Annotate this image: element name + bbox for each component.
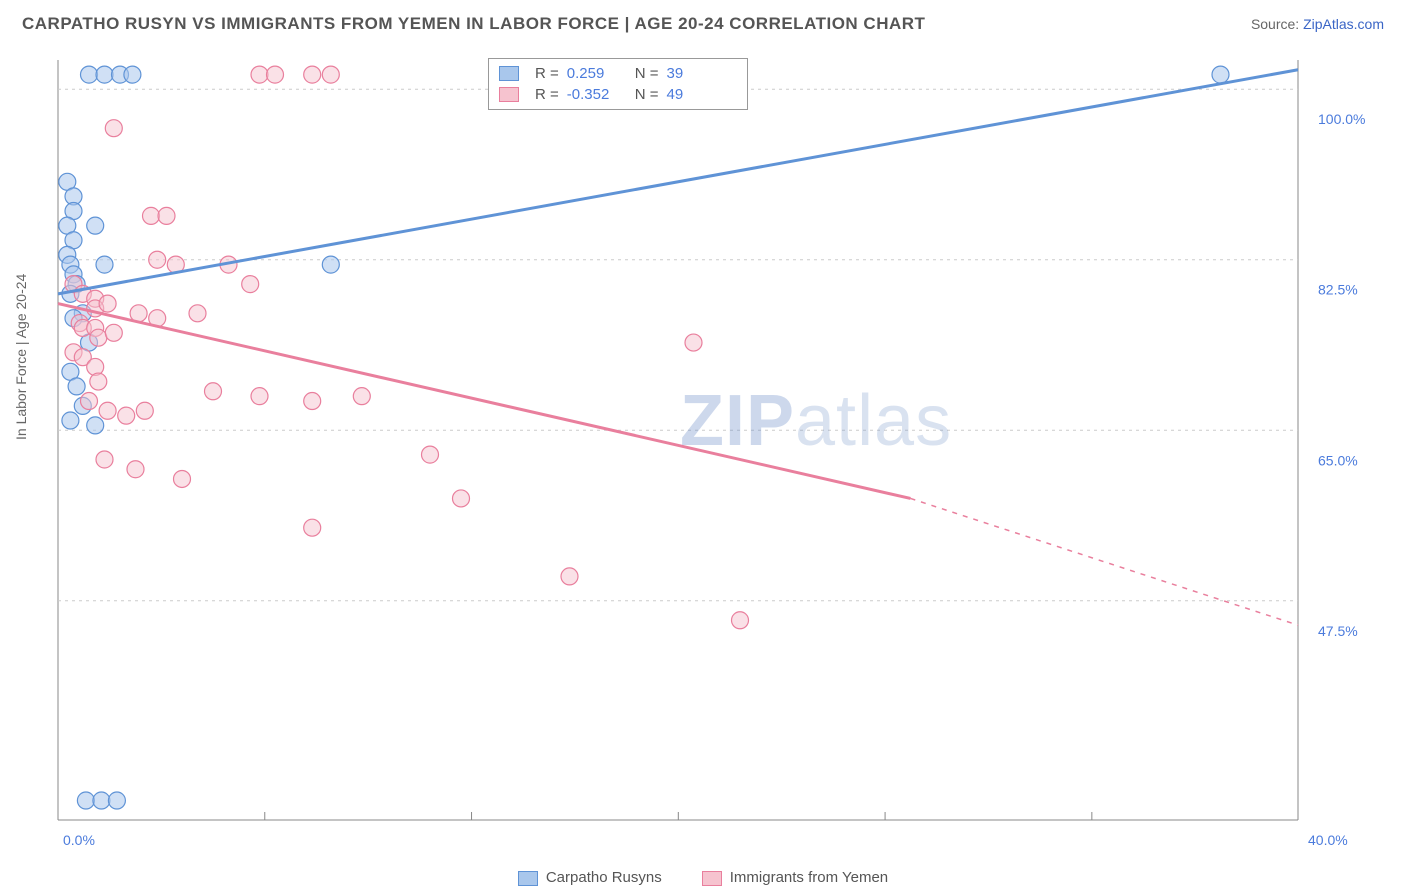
source-label: Source:: [1251, 16, 1299, 32]
correlation-legend: R = 0.259 N = 39 R = -0.352 N = 49: [488, 58, 748, 110]
scatter-point: [96, 256, 113, 273]
scatter-point: [353, 388, 370, 405]
bottom-legend-label: Immigrants from Yemen: [730, 869, 888, 886]
scatter-point: [124, 66, 141, 83]
scatter-point: [62, 412, 79, 429]
scatter-point: [422, 446, 439, 463]
svg-text:82.5%: 82.5%: [1318, 282, 1358, 298]
scatter-point: [68, 378, 85, 395]
legend-n-value: 39: [667, 65, 727, 82]
scatter-point: [81, 393, 98, 410]
scatter-point: [108, 792, 125, 809]
scatter-point: [251, 388, 268, 405]
chart-header: CARPATHO RUSYN VS IMMIGRANTS FROM YEMEN …: [0, 0, 1406, 44]
scatter-point: [561, 568, 578, 585]
scatter-point: [304, 519, 321, 536]
series-legend: Carpatho Rusyns Immigrants from Yemen: [0, 869, 1406, 886]
legend-r-value: 0.259: [567, 65, 627, 82]
bottom-legend-item: Carpatho Rusyns: [518, 869, 662, 886]
scatter-point: [267, 66, 284, 83]
scatter-point: [143, 207, 160, 224]
scatter-point: [251, 66, 268, 83]
trend-line-extension: [911, 498, 1299, 625]
legend-swatch: [518, 871, 538, 886]
scatter-point: [242, 276, 259, 293]
legend-r-value: -0.352: [567, 86, 627, 103]
scatter-point: [99, 402, 116, 419]
scatter-point: [118, 407, 135, 424]
scatter-point: [685, 334, 702, 351]
scatter-point: [96, 451, 113, 468]
svg-text:0.0%: 0.0%: [63, 832, 95, 848]
scatter-point: [304, 393, 321, 410]
source-link[interactable]: ZipAtlas.com: [1303, 16, 1384, 32]
scatter-point: [87, 417, 104, 434]
svg-text:100.0%: 100.0%: [1318, 111, 1365, 127]
scatter-point: [96, 66, 113, 83]
legend-r-label: R =: [535, 86, 559, 103]
legend-swatch: [499, 66, 519, 81]
scatter-point: [158, 207, 175, 224]
legend-row: R = 0.259 N = 39: [499, 63, 737, 84]
trend-line: [58, 304, 911, 499]
legend-row: R = -0.352 N = 49: [499, 84, 737, 105]
scatter-point: [453, 490, 470, 507]
chart-area: 47.5% 65.0% 82.5% 100.0% 0.0% 40.0%: [28, 50, 1378, 850]
legend-n-label: N =: [635, 65, 659, 82]
scatter-point: [304, 66, 321, 83]
scatter-point: [189, 305, 206, 322]
scatter-point: [136, 402, 153, 419]
source-label-wrap: Source: ZipAtlas.com: [1251, 16, 1384, 32]
scatter-point: [322, 66, 339, 83]
scatter-point: [90, 373, 107, 390]
scatter-point: [87, 217, 104, 234]
scatter-point: [174, 470, 191, 487]
legend-n-label: N =: [635, 86, 659, 103]
svg-text:65.0%: 65.0%: [1318, 452, 1358, 468]
scatter-point: [1212, 66, 1229, 83]
chart-title: CARPATHO RUSYN VS IMMIGRANTS FROM YEMEN …: [22, 14, 925, 34]
scatter-point: [99, 295, 116, 312]
scatter-point: [77, 792, 94, 809]
svg-text:47.5%: 47.5%: [1318, 623, 1358, 639]
svg-text:40.0%: 40.0%: [1308, 832, 1348, 848]
scatter-chart-svg: 47.5% 65.0% 82.5% 100.0% 0.0% 40.0%: [28, 50, 1378, 850]
scatter-point: [90, 329, 107, 346]
legend-swatch: [702, 871, 722, 886]
scatter-point: [105, 324, 122, 341]
scatter-point: [87, 358, 104, 375]
scatter-point: [205, 383, 222, 400]
bottom-legend-label: Carpatho Rusyns: [546, 869, 662, 886]
scatter-point: [105, 120, 122, 137]
scatter-point: [732, 612, 749, 629]
scatter-point: [322, 256, 339, 273]
scatter-point: [149, 251, 166, 268]
y-axis-label: In Labor Force | Age 20-24: [13, 274, 29, 440]
scatter-point: [81, 66, 98, 83]
legend-n-value: 49: [667, 86, 727, 103]
legend-r-label: R =: [535, 65, 559, 82]
scatter-point: [93, 792, 110, 809]
bottom-legend-item: Immigrants from Yemen: [702, 869, 888, 886]
scatter-point: [127, 461, 144, 478]
legend-swatch: [499, 87, 519, 102]
